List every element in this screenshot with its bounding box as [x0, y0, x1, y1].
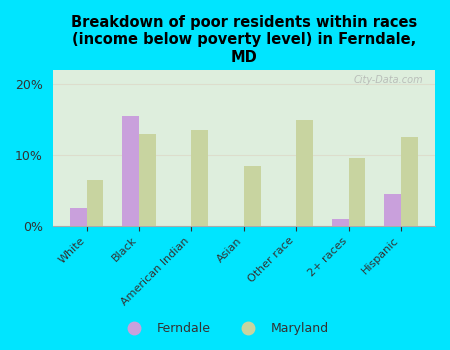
Bar	[401, 137, 418, 226]
Bar	[70, 208, 87, 226]
Bar	[348, 159, 365, 226]
Bar	[87, 180, 104, 226]
Bar	[244, 166, 261, 226]
Legend: Ferndale, Maryland: Ferndale, Maryland	[117, 317, 333, 340]
Text: City-Data.com: City-Data.com	[354, 75, 423, 85]
Bar	[332, 218, 348, 226]
Bar	[296, 120, 313, 226]
Bar	[191, 130, 208, 226]
Bar	[139, 134, 156, 226]
Bar	[384, 194, 401, 226]
Bar	[122, 116, 139, 226]
Title: Breakdown of poor residents within races
(income below poverty level) in Ferndal: Breakdown of poor residents within races…	[71, 15, 417, 65]
